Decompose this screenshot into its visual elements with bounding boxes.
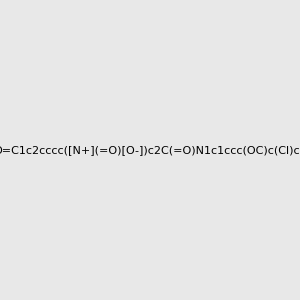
Text: O=C1c2cccc([N+](=O)[O-])c2C(=O)N1c1ccc(OC)c(Cl)c1: O=C1c2cccc([N+](=O)[O-])c2C(=O)N1c1ccc(O… — [0, 145, 300, 155]
